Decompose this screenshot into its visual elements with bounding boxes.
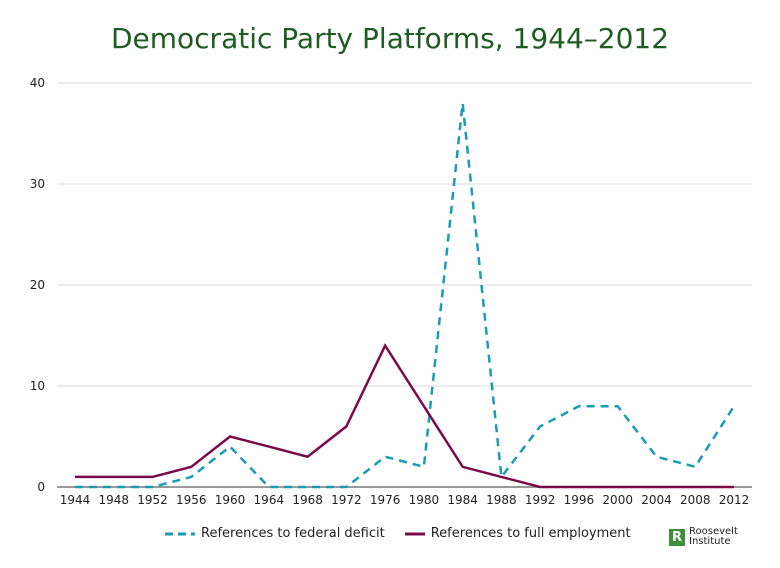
x-tick-label: 1964 [254,493,285,507]
x-tick-label: 1984 [447,493,478,507]
x-tick-label: 2012 [719,493,750,507]
legend-item-deficit: References to federal deficit [165,526,385,541]
y-tick-label: 40 [30,76,45,90]
x-tick-label: 1960 [215,493,246,507]
x-tick-label: 1972 [331,493,362,507]
x-tick-label: 1988 [486,493,517,507]
x-tick-label: 1952 [137,493,168,507]
x-tick-label: 2008 [680,493,711,507]
logo-line2: Institute [689,536,731,547]
roosevelt-institute-logo: R Roosevelt Institute [669,527,738,547]
legend: References to federal deficit References… [165,526,631,541]
x-tick-label: 1948 [98,493,129,507]
y-tick-label: 30 [30,177,45,191]
y-tick-label: 20 [30,278,45,292]
x-tick-label: 2004 [641,493,672,507]
series-line-deficit [75,103,736,489]
legend-label-deficit: References to federal deficit [201,526,385,541]
logo-mark: R [669,528,685,546]
x-tick-label: 1956 [176,493,207,507]
series-line-employment [75,343,734,489]
x-tick-label: 2000 [602,493,633,507]
legend-swatch-employment [404,532,425,535]
line-chart: 0 10 20 30 40 1944 1948 1952 1956 1960 1964 1968 197… [30,76,752,507]
x-tick-label: 1996 [564,493,595,507]
legend-item-employment: References to full employment [404,526,631,541]
x-tick-label: 1992 [525,493,556,507]
x-tick-label: 1968 [292,493,323,507]
y-tick-label: 0 [37,480,45,494]
chart-title: Democratic Party Platforms, 1944–2012 [110,22,670,55]
logo-line1: Roosevelt [689,526,738,537]
legend-swatch-deficit [165,532,195,535]
x-tick-label: 1976 [370,493,401,507]
legend-label-employment: References to full employment [430,526,631,541]
y-tick-label: 10 [30,379,45,393]
x-tick-label: 1944 [60,493,91,507]
x-tick-label: 1980 [409,493,440,507]
